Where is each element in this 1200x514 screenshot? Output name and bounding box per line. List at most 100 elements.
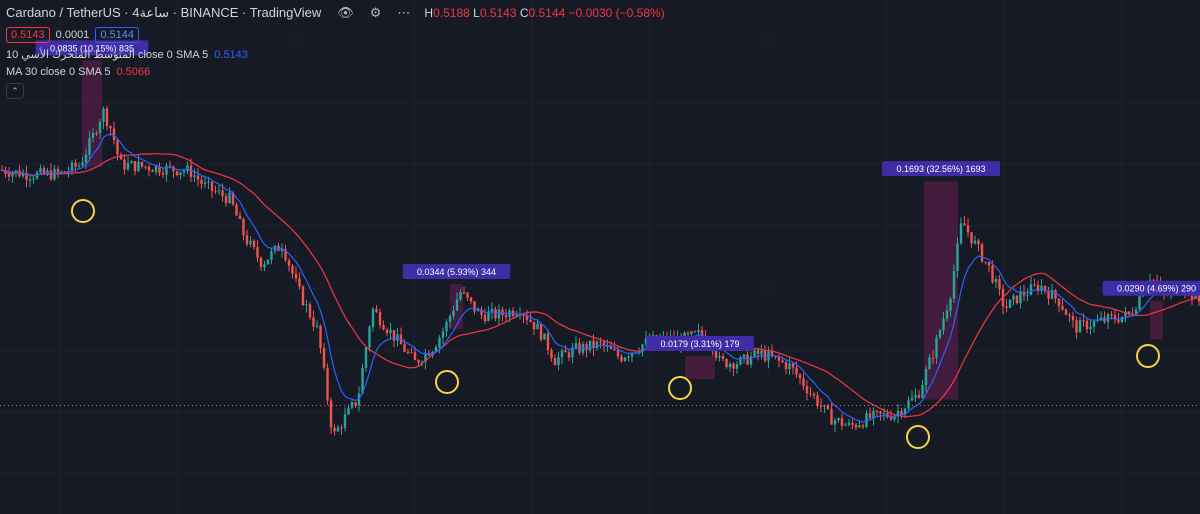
measure-label-text: 0.0290 (4.69%) 290 <box>1117 284 1196 294</box>
measure-label-text: 0.0344 (5.93%) 344 <box>417 267 496 277</box>
candle-body <box>235 204 238 216</box>
candle-body <box>249 240 252 245</box>
candle-body <box>781 360 784 363</box>
candle-body <box>417 360 420 363</box>
candle-body <box>347 407 350 415</box>
candle-body <box>858 425 861 428</box>
indicator-ema-value: 0.5143 <box>214 49 248 61</box>
candle-body <box>1110 314 1113 316</box>
candle-body <box>182 171 186 173</box>
candle-body <box>613 349 616 351</box>
candle-body <box>1005 306 1008 309</box>
candle-body <box>851 422 854 425</box>
indicator-ma[interactable]: MA 30 close 0 SMA 5 0.5066 <box>6 66 665 78</box>
eye-icon[interactable]: 👁 <box>337 5 354 20</box>
candle-body <box>578 343 581 353</box>
candle-body <box>994 279 998 283</box>
candle-body <box>627 356 630 358</box>
candle-body <box>231 192 235 205</box>
measurement-labels: 0.0835 (10.15%) 835 0.0344 (5.93%) 344 0.0… <box>35 40 1200 351</box>
candle-body <box>385 329 389 333</box>
settings-icon[interactable]: ⚙ <box>369 5 382 20</box>
buy-price-button[interactable]: 0.5144 <box>95 27 139 43</box>
more-icon[interactable]: ⋯ <box>397 5 411 20</box>
chart-legend: Cardano / TetherUS · 4ساعة · BINANCE · T… <box>6 5 665 99</box>
candle-body <box>816 395 819 406</box>
candle-body <box>641 344 644 352</box>
ema-10-line <box>1 133 1200 423</box>
candle-body <box>525 315 529 320</box>
measure-label-bg <box>402 263 511 279</box>
measure-box <box>685 355 715 380</box>
candle-body <box>263 264 266 268</box>
candle-body <box>466 292 469 298</box>
candle-body <box>102 108 105 122</box>
candle-body <box>837 418 840 421</box>
candle-body <box>1092 321 1096 327</box>
candle-body <box>686 332 690 335</box>
candle-body <box>718 356 721 358</box>
candle-body <box>154 166 158 172</box>
candle-body <box>56 168 60 173</box>
candle-body <box>1124 311 1127 317</box>
collapse-legend-button[interactable]: ⌃ <box>6 83 24 99</box>
candle-body <box>791 363 795 368</box>
candle-body <box>1197 292 1200 302</box>
candle-body <box>410 352 413 354</box>
indicator-ema[interactable]: المتوسط المتحرك الأسي 10 close 0 SMA 5 0.… <box>6 48 665 61</box>
candle-body <box>749 356 753 365</box>
sell-price-button[interactable]: 0.5143 <box>6 27 50 43</box>
candle-body <box>795 367 798 375</box>
candle-body <box>1047 291 1050 299</box>
ohlc-c-value: 0.5144 <box>528 6 566 20</box>
candle-body <box>1008 299 1012 309</box>
candle-body <box>515 314 518 316</box>
measure-label-text: 0.1693 (32.56%) 1693 <box>896 164 985 174</box>
measurement-boxes <box>82 60 1163 400</box>
candle-body <box>910 397 914 401</box>
candle-body <box>644 338 648 345</box>
candle-body <box>987 262 991 266</box>
candle-body <box>151 170 154 172</box>
candle-body <box>193 175 196 177</box>
candle-body <box>893 415 896 420</box>
candle-body <box>340 427 343 429</box>
candle-body <box>406 351 410 353</box>
candle-body <box>753 350 756 357</box>
candle-body <box>32 178 35 180</box>
measure-label-bg <box>1102 280 1200 296</box>
candle-body <box>21 172 25 177</box>
candle-body <box>441 331 445 338</box>
candle-body <box>592 340 595 349</box>
candle-body <box>497 309 501 319</box>
candle-body <box>861 425 865 427</box>
candle-body <box>690 331 693 335</box>
candle-body <box>221 190 224 197</box>
candle-body <box>214 190 217 192</box>
candle-body <box>847 422 851 425</box>
candle-body <box>469 297 473 302</box>
candle-body <box>368 326 371 348</box>
candle-body <box>809 393 812 395</box>
crossover-marker-circle <box>435 370 459 394</box>
candle-body <box>473 301 476 312</box>
candle-body <box>168 165 172 167</box>
candle-body <box>739 357 742 365</box>
candle-body <box>1015 295 1019 304</box>
candle-body <box>210 181 214 191</box>
candle-body <box>462 292 466 294</box>
candle-body <box>228 192 231 203</box>
candle-body <box>158 166 161 173</box>
candle-body <box>956 243 959 271</box>
candle-body <box>903 408 907 415</box>
candle-body <box>116 139 119 155</box>
candle-body <box>1068 314 1071 316</box>
crossover-marker-circle <box>906 425 930 449</box>
measure-label-bg <box>882 161 1000 177</box>
candle-body <box>476 309 480 312</box>
candle-body <box>725 358 728 368</box>
candle-body <box>1134 309 1138 315</box>
candle-body <box>109 125 112 129</box>
candle-body <box>833 420 837 425</box>
